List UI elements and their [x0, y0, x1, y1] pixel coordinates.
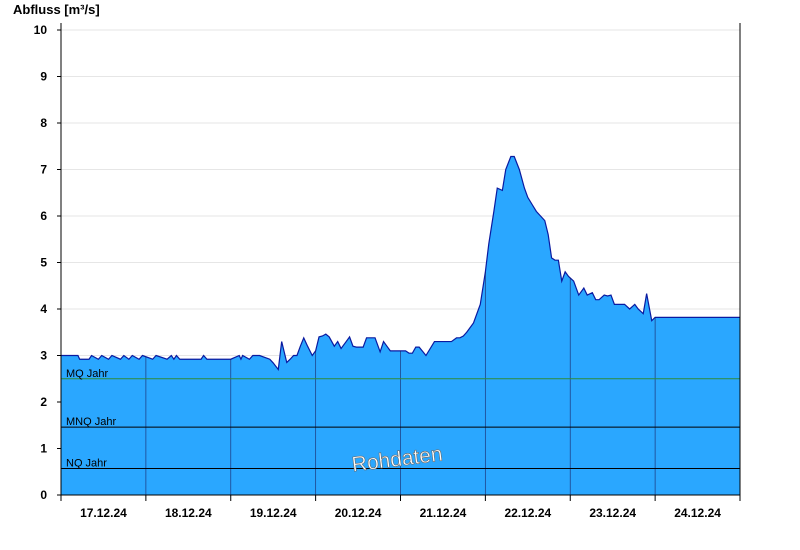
y-tick-label: 2: [40, 395, 47, 409]
x-tick-label: 23.12.24: [589, 506, 636, 520]
y-tick-label: 9: [40, 70, 47, 84]
ref-label-1: MNQ Jahr: [66, 416, 116, 428]
y-tick-label: 3: [40, 349, 47, 363]
y-tick-label: 6: [40, 209, 47, 223]
y-tick-label: 8: [40, 116, 47, 130]
y-tick-label: 10: [34, 23, 48, 37]
y-tick-label: 0: [40, 488, 47, 502]
y-tick-label: 4: [40, 302, 47, 316]
x-axis-ticks: 17.12.24 18.12.24 19.12.24 20.12.24 21.12.24…: [60, 495, 741, 520]
x-tick-label: 24.12.24: [674, 506, 721, 520]
y-tick-label: 1: [40, 442, 47, 456]
y-axis-ticks: 0 1 2 3 4 5 6 7 8 9 10: [34, 23, 61, 502]
y-axis-label: Abfluss [m³/s]: [13, 2, 100, 17]
y-tick-label: 7: [40, 163, 47, 177]
x-tick-label: 18.12.24: [165, 506, 212, 520]
x-tick-label: 19.12.24: [250, 506, 297, 520]
y-tick-label: 5: [40, 256, 47, 270]
ref-label-2: NQ Jahr: [66, 457, 107, 469]
x-tick-label: 22.12.24: [504, 506, 551, 520]
x-tick-label: 20.12.24: [335, 506, 382, 520]
series-line: [61, 155, 740, 371]
ref-label-0: MQ Jahr: [66, 368, 109, 380]
x-tick-label: 21.12.24: [420, 506, 467, 520]
reference-lines: MQ Jahr MNQ Jahr NQ Jahr: [61, 368, 740, 469]
x-tick-label: 17.12.24: [80, 506, 127, 520]
